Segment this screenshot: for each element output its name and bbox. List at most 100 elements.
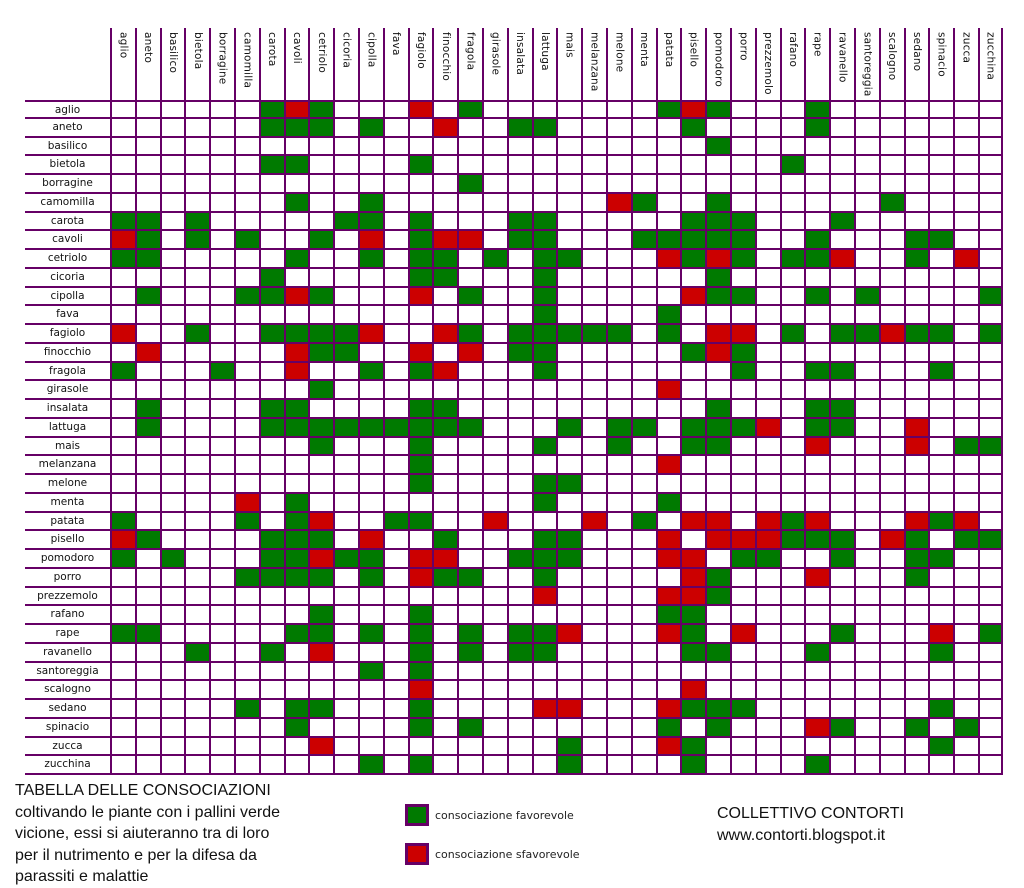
column-header: cetriolo <box>308 28 333 100</box>
empty-cell <box>581 212 606 232</box>
favorable-cell <box>283 118 309 138</box>
empty-cell <box>382 250 408 269</box>
row-label: aglio <box>25 100 110 119</box>
empty-cell <box>878 306 904 325</box>
favorable-cell <box>258 568 284 588</box>
empty-cell <box>481 287 507 307</box>
empty-cell <box>853 643 879 663</box>
empty-cell <box>134 137 160 157</box>
unfavorable-cell <box>680 568 706 588</box>
empty-cell <box>134 118 160 138</box>
empty-cell <box>184 681 210 700</box>
favorable-cell <box>903 550 929 569</box>
empty-cell <box>605 493 631 513</box>
empty-cell <box>382 268 408 288</box>
favorable-cell <box>506 625 532 644</box>
empty-cell <box>481 400 507 419</box>
favorable-cell <box>680 625 706 644</box>
empty-cell <box>729 606 755 625</box>
empty-cell <box>556 362 582 382</box>
empty-cell <box>928 681 954 700</box>
empty-cell <box>531 193 557 213</box>
empty-cell <box>829 287 854 307</box>
favorable-cell <box>928 643 954 663</box>
empty-cell <box>779 662 805 682</box>
empty-cell <box>903 606 929 625</box>
unfavorable-cell <box>804 718 830 738</box>
empty-cell <box>333 362 358 382</box>
empty-cell <box>729 437 755 457</box>
favorable-cell <box>283 493 309 513</box>
empty-cell <box>184 625 210 644</box>
empty-cell <box>804 700 830 719</box>
row-label: rape <box>25 625 110 644</box>
empty-cell <box>283 456 309 475</box>
favorable-cell <box>357 662 383 682</box>
empty-cell <box>110 756 135 775</box>
empty-cell <box>159 306 185 325</box>
author-name: COLLETTIVO CONTORTI <box>717 805 904 822</box>
empty-cell <box>630 475 656 494</box>
unfavorable-cell <box>655 625 681 644</box>
column-header-label: fagiolo <box>414 32 427 69</box>
empty-cell <box>853 606 879 625</box>
author-url[interactable]: www.contorti.blogspot.it <box>717 826 886 844</box>
empty-cell <box>457 193 482 213</box>
empty-cell <box>729 756 755 775</box>
empty-cell <box>159 250 185 269</box>
empty-cell <box>209 343 234 363</box>
empty-cell <box>209 381 234 400</box>
favorable-cell <box>556 418 582 438</box>
empty-cell <box>953 662 978 682</box>
empty-cell <box>481 343 507 363</box>
empty-cell <box>680 362 706 382</box>
empty-cell <box>977 100 1003 119</box>
empty-cell <box>605 700 631 719</box>
favorable-cell <box>853 287 879 307</box>
empty-cell <box>581 475 606 494</box>
favorable-cell <box>804 287 830 307</box>
empty-cell <box>159 756 185 775</box>
favorable-cell <box>333 325 358 344</box>
empty-cell <box>258 587 284 607</box>
empty-cell <box>481 531 507 550</box>
empty-cell <box>308 250 334 269</box>
empty-cell <box>556 118 582 138</box>
empty-cell <box>258 456 284 475</box>
favorable-cell <box>829 362 854 382</box>
empty-cell <box>754 381 780 400</box>
empty-cell <box>581 400 606 419</box>
empty-cell <box>928 137 954 157</box>
empty-cell <box>705 606 730 625</box>
column-header-label: cipolla <box>365 32 378 68</box>
empty-cell <box>605 250 631 269</box>
favorable-cell <box>829 400 854 419</box>
empty-cell <box>233 381 259 400</box>
unfavorable-cell <box>754 418 780 438</box>
empty-cell <box>481 568 507 588</box>
favorable-cell <box>184 212 210 232</box>
empty-cell <box>209 625 234 644</box>
empty-cell <box>630 400 656 419</box>
column-header: finocchio <box>432 28 457 100</box>
favorable-cell <box>308 437 334 457</box>
empty-cell <box>184 531 210 550</box>
empty-cell <box>258 193 284 213</box>
empty-cell <box>853 268 879 288</box>
row-label: pomodoro <box>25 550 110 569</box>
empty-cell <box>506 156 532 175</box>
empty-cell <box>804 175 830 194</box>
empty-cell <box>903 137 929 157</box>
unfavorable-cell <box>680 587 706 607</box>
column-header-label: porro <box>737 32 750 61</box>
favorable-cell <box>110 362 135 382</box>
empty-cell <box>853 381 879 400</box>
empty-cell <box>754 362 780 382</box>
favorable-cell <box>531 306 557 325</box>
empty-cell <box>258 250 284 269</box>
empty-cell <box>705 737 730 757</box>
favorable-cell <box>233 512 259 532</box>
empty-cell <box>581 156 606 175</box>
empty-cell <box>506 737 532 757</box>
empty-cell <box>258 343 284 363</box>
